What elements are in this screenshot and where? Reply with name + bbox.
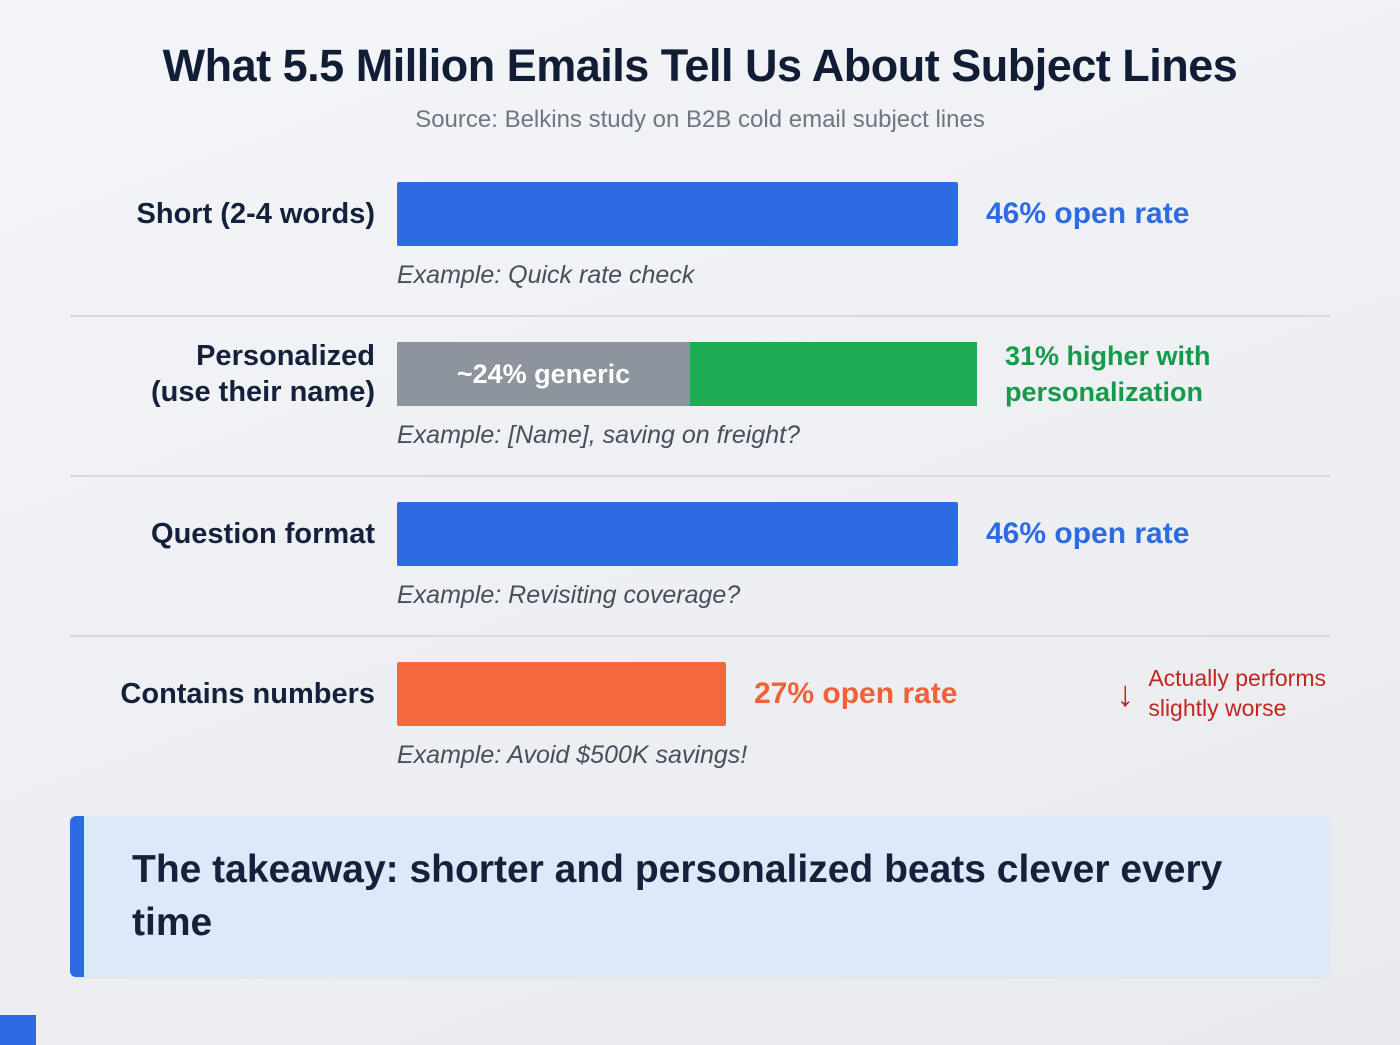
value-label-question-format: 46% open rate [986,517,1190,550]
bar-line: 46% open rate [397,502,1330,566]
example-personalized: Example: [Name], saving on freight? [397,421,800,449]
row-divider [70,635,1330,637]
bar-contains-numbers [397,662,726,726]
value-label-line2: personalization [1005,377,1204,407]
value-label-personalized: 31% higher with personalization [1005,338,1211,411]
row-label-text: Short (2-4 words) [136,197,375,230]
row-label-text-line2: (use their name) [151,376,375,408]
note-line1: Actually performs [1148,665,1326,692]
bar-line: ~24% generic 31% higher with personaliza… [397,341,1330,407]
bar-segment-generic: ~24% generic [397,342,690,406]
bar-short-words [397,182,958,246]
value-label-contains-numbers: 27% open rate [754,677,958,710]
bar-line: 46% open rate [397,182,1330,246]
row-content: 27% open rate ↓ Actually performs slight… [397,662,1330,770]
bar-line: 27% open rate ↓ Actually performs slight… [397,662,1330,726]
row-label-text-line1: Personalized [196,339,375,372]
row-content: 46% open rate Example: Revisiting covera… [397,502,1330,610]
value-label-short-words: 46% open rate [986,197,1190,230]
row-content: ~24% generic 31% higher with personaliza… [397,341,1330,450]
row-label-question-format: Question format [70,502,375,566]
takeaway-callout: The takeaway: shorter and personalized b… [70,816,1330,978]
down-arrow-icon: ↓ [1116,673,1135,714]
example-contains-numbers: Example: Avoid $500K savings! [397,741,748,769]
row-label-text: Contains numbers [120,677,375,710]
row-question-format: Question format 46% open rate Example: R… [70,502,1330,610]
row-label-text: Question format [151,517,375,550]
example-short-words: Example: Quick rate check [397,261,695,289]
takeaway-text: The takeaway: shorter and personalized b… [132,848,1223,944]
example-question-format: Example: Revisiting coverage? [397,581,741,609]
page-title: What 5.5 Million Emails Tell Us About Su… [162,40,1238,91]
page-subtitle: Source: Belkins study on B2B cold email … [415,106,985,133]
row-content: 46% open rate Example: Quick rate check [397,182,1330,290]
corner-accent-decoration [0,1015,36,1045]
row-contains-numbers: Contains numbers 27% open rate ↓ Actuall… [70,662,1330,770]
row-label-short-words: Short (2-4 words) [70,182,375,246]
note-line2: slightly worse [1148,695,1287,721]
bar-question-format [397,502,958,566]
row-short-words: Short (2-4 words) 46% open rate Example:… [70,182,1330,290]
bar-personalized: ~24% generic [397,342,977,406]
row-personalized: Personalized (use their name) ~24% gener… [70,340,1330,450]
row-divider [70,475,1330,477]
row-label-personalized: Personalized (use their name) [70,340,375,408]
header: What 5.5 Million Emails Tell Us About Su… [0,0,1400,134]
row-label-contains-numbers: Contains numbers [70,662,375,726]
bar-segment-personalized [690,342,977,406]
performance-note-text: Actually performs slightly worse [1148,664,1326,724]
row-divider [70,315,1330,317]
value-label-line1: 31% higher with [1005,340,1211,371]
performance-note: ↓ Actually performs slightly worse [1116,664,1326,724]
segment-label-generic: ~24% generic [456,358,631,389]
chart-rows: Short (2-4 words) 46% open rate Example:… [70,182,1330,770]
